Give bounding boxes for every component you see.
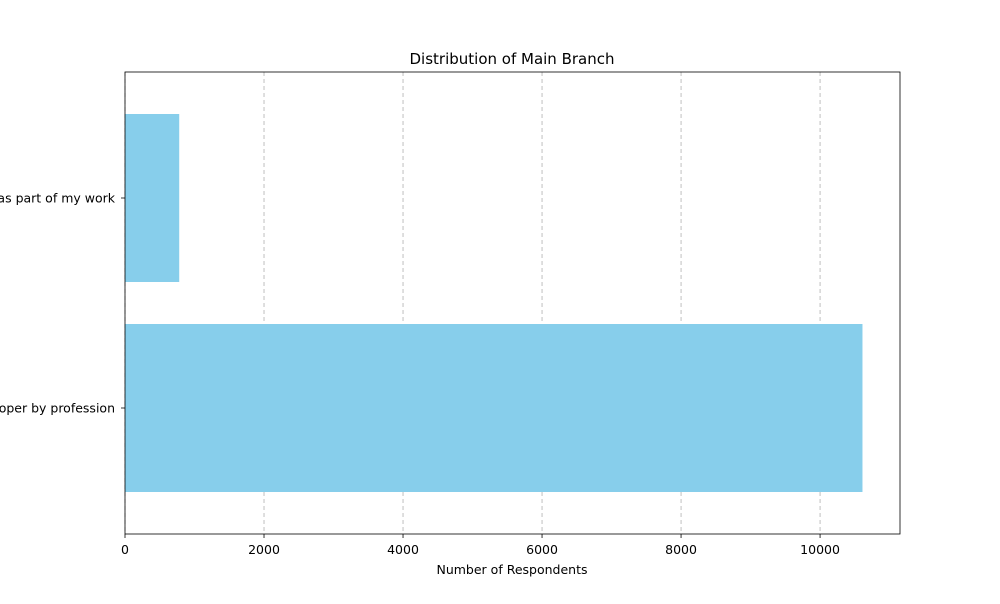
x-tick-label: 10000 — [800, 542, 840, 557]
x-tick-label: 0 — [121, 542, 129, 557]
chart-title: Distribution of Main Branch — [410, 50, 615, 68]
bar — [125, 114, 180, 282]
plot-frame — [124, 71, 901, 535]
x-tick-label: 6000 — [526, 542, 558, 557]
axes: I am a developer by profession I am not p… — [0, 71, 901, 557]
x-tick-label: 2000 — [248, 542, 280, 557]
bars — [125, 114, 863, 492]
x-tick-label: 8000 — [665, 542, 697, 557]
y-tick-label: I am a developer by profession — [0, 401, 115, 416]
x-axis-title: Number of Respondents — [436, 562, 587, 577]
y-tick-label: I am not primarily a developer, but I wr… — [0, 191, 116, 206]
bar — [125, 324, 863, 492]
x-tick-label: 4000 — [387, 542, 419, 557]
